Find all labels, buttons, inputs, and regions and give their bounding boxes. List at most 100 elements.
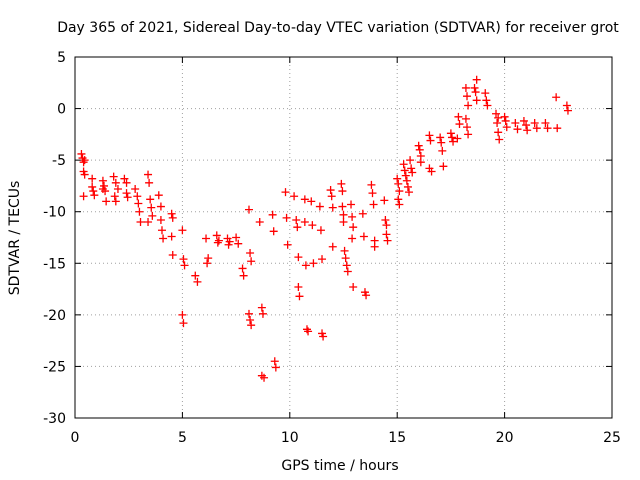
data-point [271,363,280,372]
x-tick-label: 15 [388,430,406,446]
data-point [131,185,140,194]
data-point [347,200,356,209]
data-point [122,189,131,198]
data-point [408,168,417,177]
data-point [471,88,480,97]
data-point [370,242,379,251]
data-point [90,191,99,200]
data-point [463,92,472,101]
data-point [167,209,176,218]
data-point [407,164,416,173]
data-point [88,182,97,191]
data-point [425,131,434,140]
data-point [89,187,98,196]
x-tick-label: 10 [281,430,299,446]
data-point [464,101,473,110]
y-tick-label: 0 [57,102,66,118]
data-point [255,218,264,227]
x-axis: 0 5 10 15 20 25 [71,57,621,446]
data-point [369,200,378,209]
data-point [283,240,292,249]
data-point [416,158,425,167]
y-tick-label: -10 [43,205,66,221]
data-point [156,202,165,211]
data-point [519,116,528,125]
data-point [214,236,223,245]
data-point [204,254,213,263]
data-point [395,200,404,209]
data-point [511,119,520,128]
data-point [78,154,87,163]
data-point [340,246,349,255]
data-point [563,106,572,115]
data-point [79,158,88,167]
data-point [446,129,455,138]
data-point [148,211,157,220]
x-tick-label: 20 [496,430,514,446]
data-point [403,182,412,191]
data-point [447,133,456,142]
data-point [282,213,291,222]
data-point [401,171,410,180]
data-point [178,226,187,235]
data-point [193,277,202,286]
data-point [500,112,509,121]
data-point [562,101,571,110]
data-point [135,207,144,216]
data-point [246,248,255,257]
data-point [260,373,269,382]
data-point [328,203,337,212]
data-point [294,283,303,292]
data-point [244,309,253,318]
data-point [120,174,129,183]
data-point [541,119,550,128]
data-point [472,75,481,84]
data-point [414,141,423,150]
data-point [523,126,532,135]
data-point [168,251,177,260]
data-point [232,233,241,242]
data-point [101,187,110,196]
data-point [339,210,348,219]
data-point [294,253,303,262]
x-tick-label: 5 [178,430,187,446]
data-point [394,179,403,188]
data-point [191,271,200,280]
plot-frame [74,56,613,419]
data-point [318,255,327,264]
data-point [77,149,86,158]
data-point [144,218,153,227]
data-point [234,239,243,248]
data-point [246,316,255,325]
data-point [281,188,290,197]
data-point [238,264,247,273]
data-point [327,192,336,201]
data-point [461,114,470,123]
data-point [495,135,504,144]
data-point [292,215,301,224]
data-point [359,232,368,241]
data-point [111,197,120,206]
data-point [257,371,266,380]
data-point [348,234,357,243]
y-axis: -30 -25 -20 -15 -10 -5 0 5 [43,50,612,427]
data-point [98,176,107,185]
data-point [178,310,187,319]
data-point [494,113,503,122]
data-point [348,212,357,221]
data-point [134,199,143,208]
data-point [439,162,448,171]
data-point [79,192,88,201]
data-point [406,156,415,165]
data-point [315,202,324,211]
data-point [338,202,347,211]
data-point [301,261,310,270]
data-point [168,213,177,222]
data-point [110,192,119,201]
data-point [464,130,473,139]
data-point [455,120,464,129]
data-point [382,221,391,230]
data-point [513,125,522,134]
data-point [341,254,350,263]
